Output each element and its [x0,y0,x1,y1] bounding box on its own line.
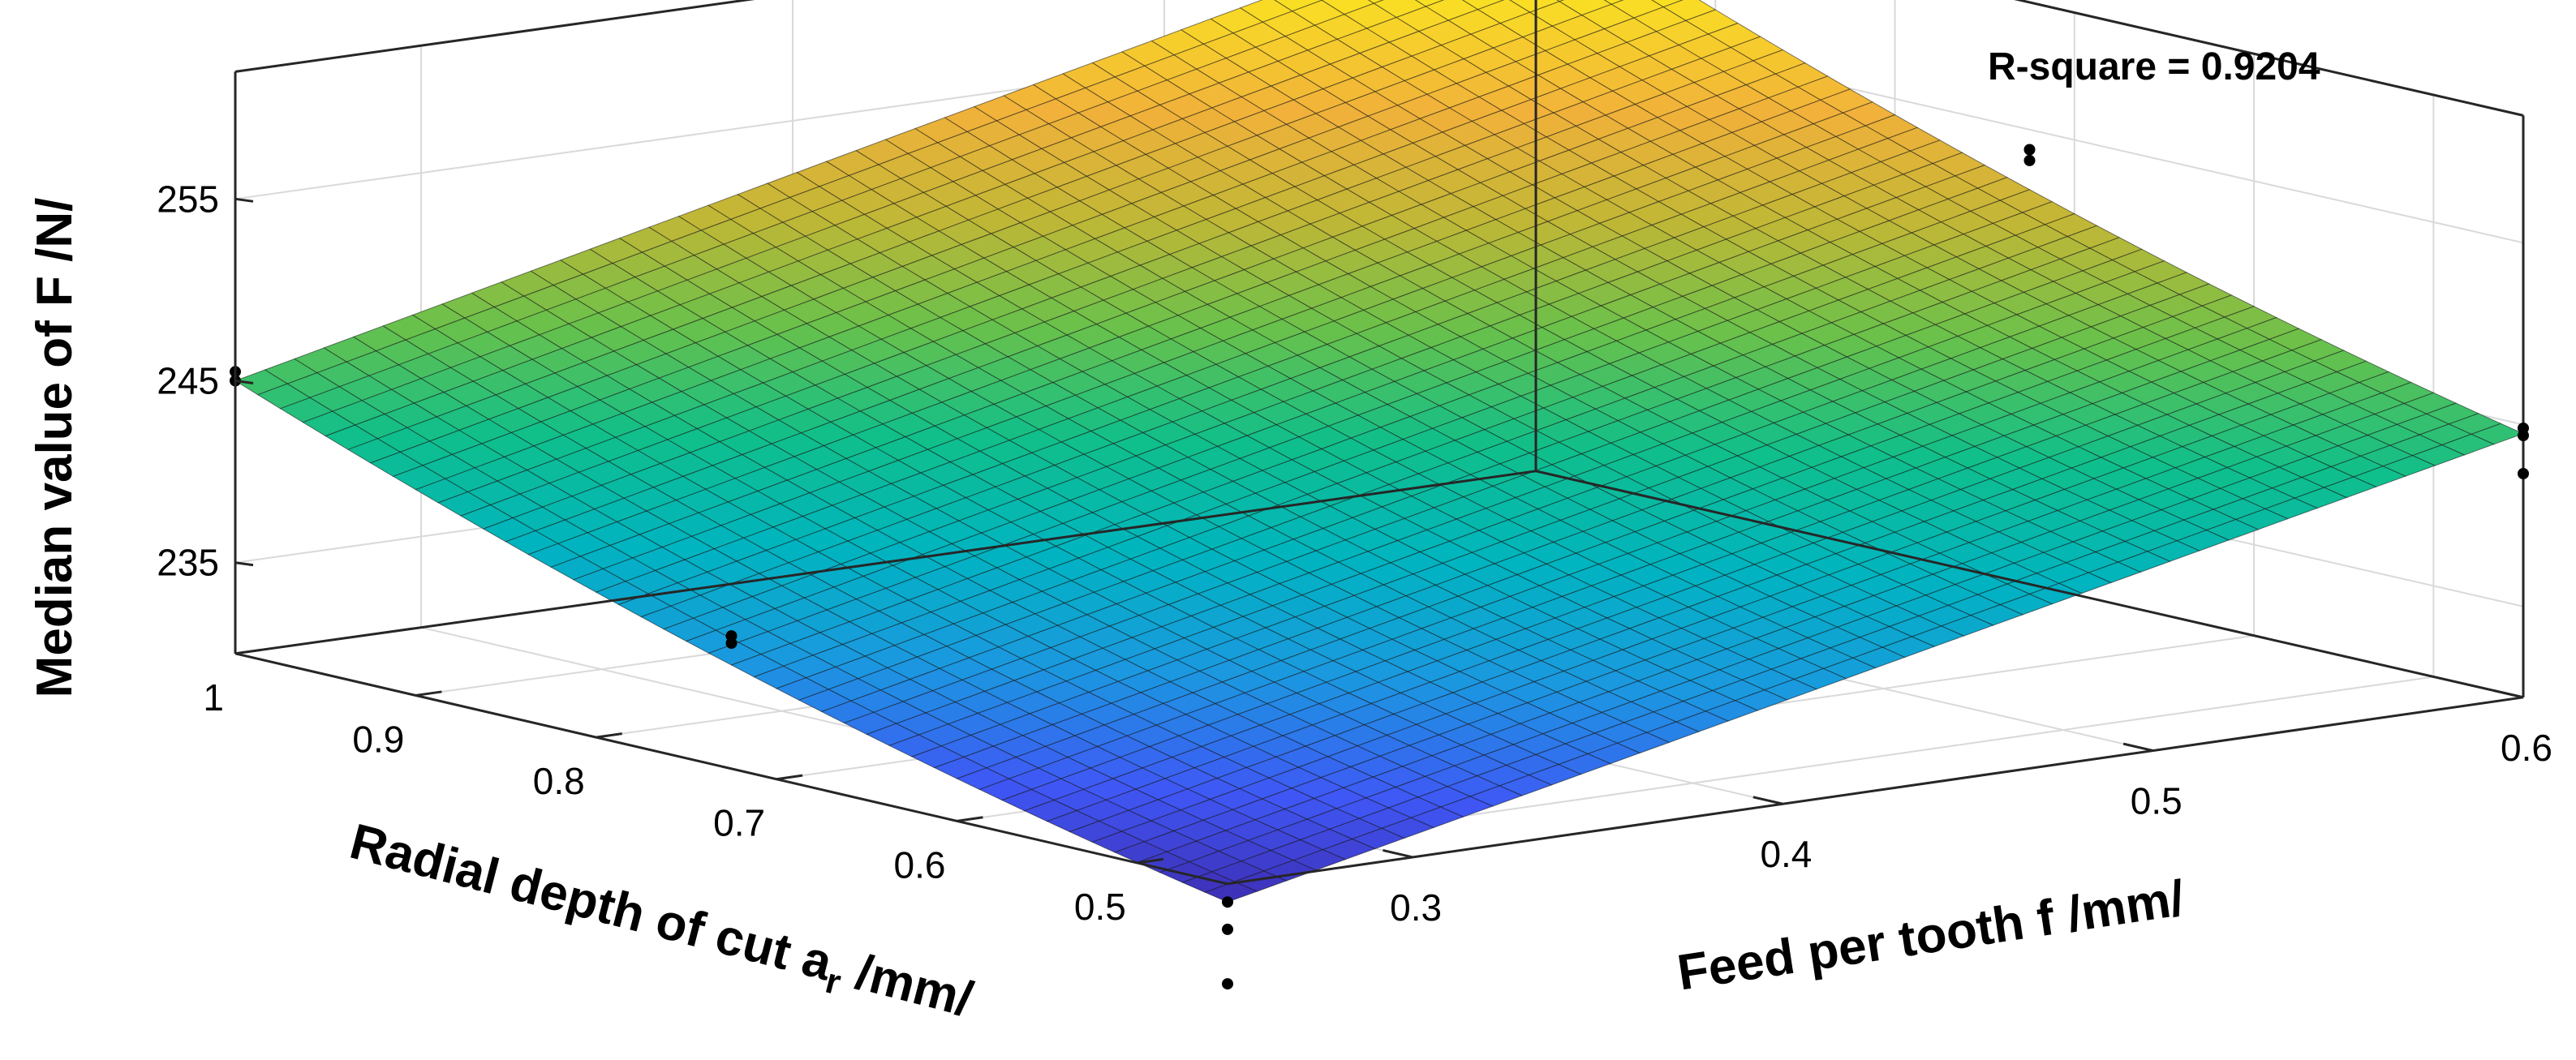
data-point-11 [2518,430,2529,441]
data-point-3 [725,637,738,650]
x-tick-label-0.6: 0.6 [2501,727,2552,769]
data-point-5 [1222,923,1233,935]
y-tick-label-0.7: 0.7 [713,802,765,844]
surface-layer [234,0,2525,903]
data-point-6 [1222,978,1233,990]
box-edge-top-back [234,0,755,73]
data-point-9 [2023,154,2036,166]
x-axis-label: Feed per tooth f /mm/ [1674,870,2188,1001]
y-tick-0.8 [596,732,622,739]
y-tick-label-1: 1 [203,676,224,719]
z-tick-label-235: 235 [157,542,219,584]
point-layer [230,144,2529,990]
box-edge-floor-front-y [234,652,1228,886]
r-square-annotation: R-square = 0.9204 [1988,45,2320,88]
box-edge-floor-side [1535,470,2524,699]
data-point-8 [2023,144,2036,156]
x-tick-label-0.4: 0.4 [1760,833,1812,875]
data-point-12 [2518,468,2529,479]
y-tick-0.5 [1137,857,1163,865]
x-tick-0.6 [2493,689,2524,699]
box-edge-top-side [2014,0,2524,117]
y-tick-0.6 [957,816,983,822]
x-tick-0.3 [1383,848,1413,859]
y-axis-label-tail: /mm/ [837,941,978,1028]
x-tick-label-0.3: 0.3 [1390,886,1442,929]
y-tick-label-0.6: 0.6 [894,843,946,886]
box-edge-floor-front-x [1227,696,2524,886]
y-tick-label-0.8: 0.8 [533,760,585,802]
y-tick-0.9 [415,690,442,697]
x-tick-label-0.5: 0.5 [2131,780,2183,822]
x-tick-0.4 [1752,796,1783,805]
surface-facet-38-41 [1414,0,1445,7]
x-tick-0.5 [2122,742,2154,752]
tick-layer: 235 245 255 0.3 0.4 0.5 0.6 0.5 0.6 0.7 0.8 0.9 1 [157,71,2552,929]
z-tick-label-245: 245 [157,360,219,402]
surface-facet-42-38 [1603,0,1624,5]
z-tick-245 [234,380,254,384]
z-tick-235 [234,561,254,567]
z-tick-255 [234,197,254,203]
z-tick-label-255: 255 [157,178,219,220]
y-tick-1 [234,648,262,655]
y-axis-label: Radial depth of cut ar /mm/ [342,813,978,1036]
y-tick-0.7 [776,774,803,781]
y-tick-label-0.9: 0.9 [352,718,404,760]
y-tick-label-0.5: 0.5 [1074,886,1126,928]
z-axis-label: Median value of F /N/ [27,198,83,698]
box-edge-floor-back [234,470,1537,655]
data-point-4 [1222,896,1233,908]
surface-facet-43-37 [1650,0,1684,8]
surface-facet-37-42 [1367,0,1385,4]
